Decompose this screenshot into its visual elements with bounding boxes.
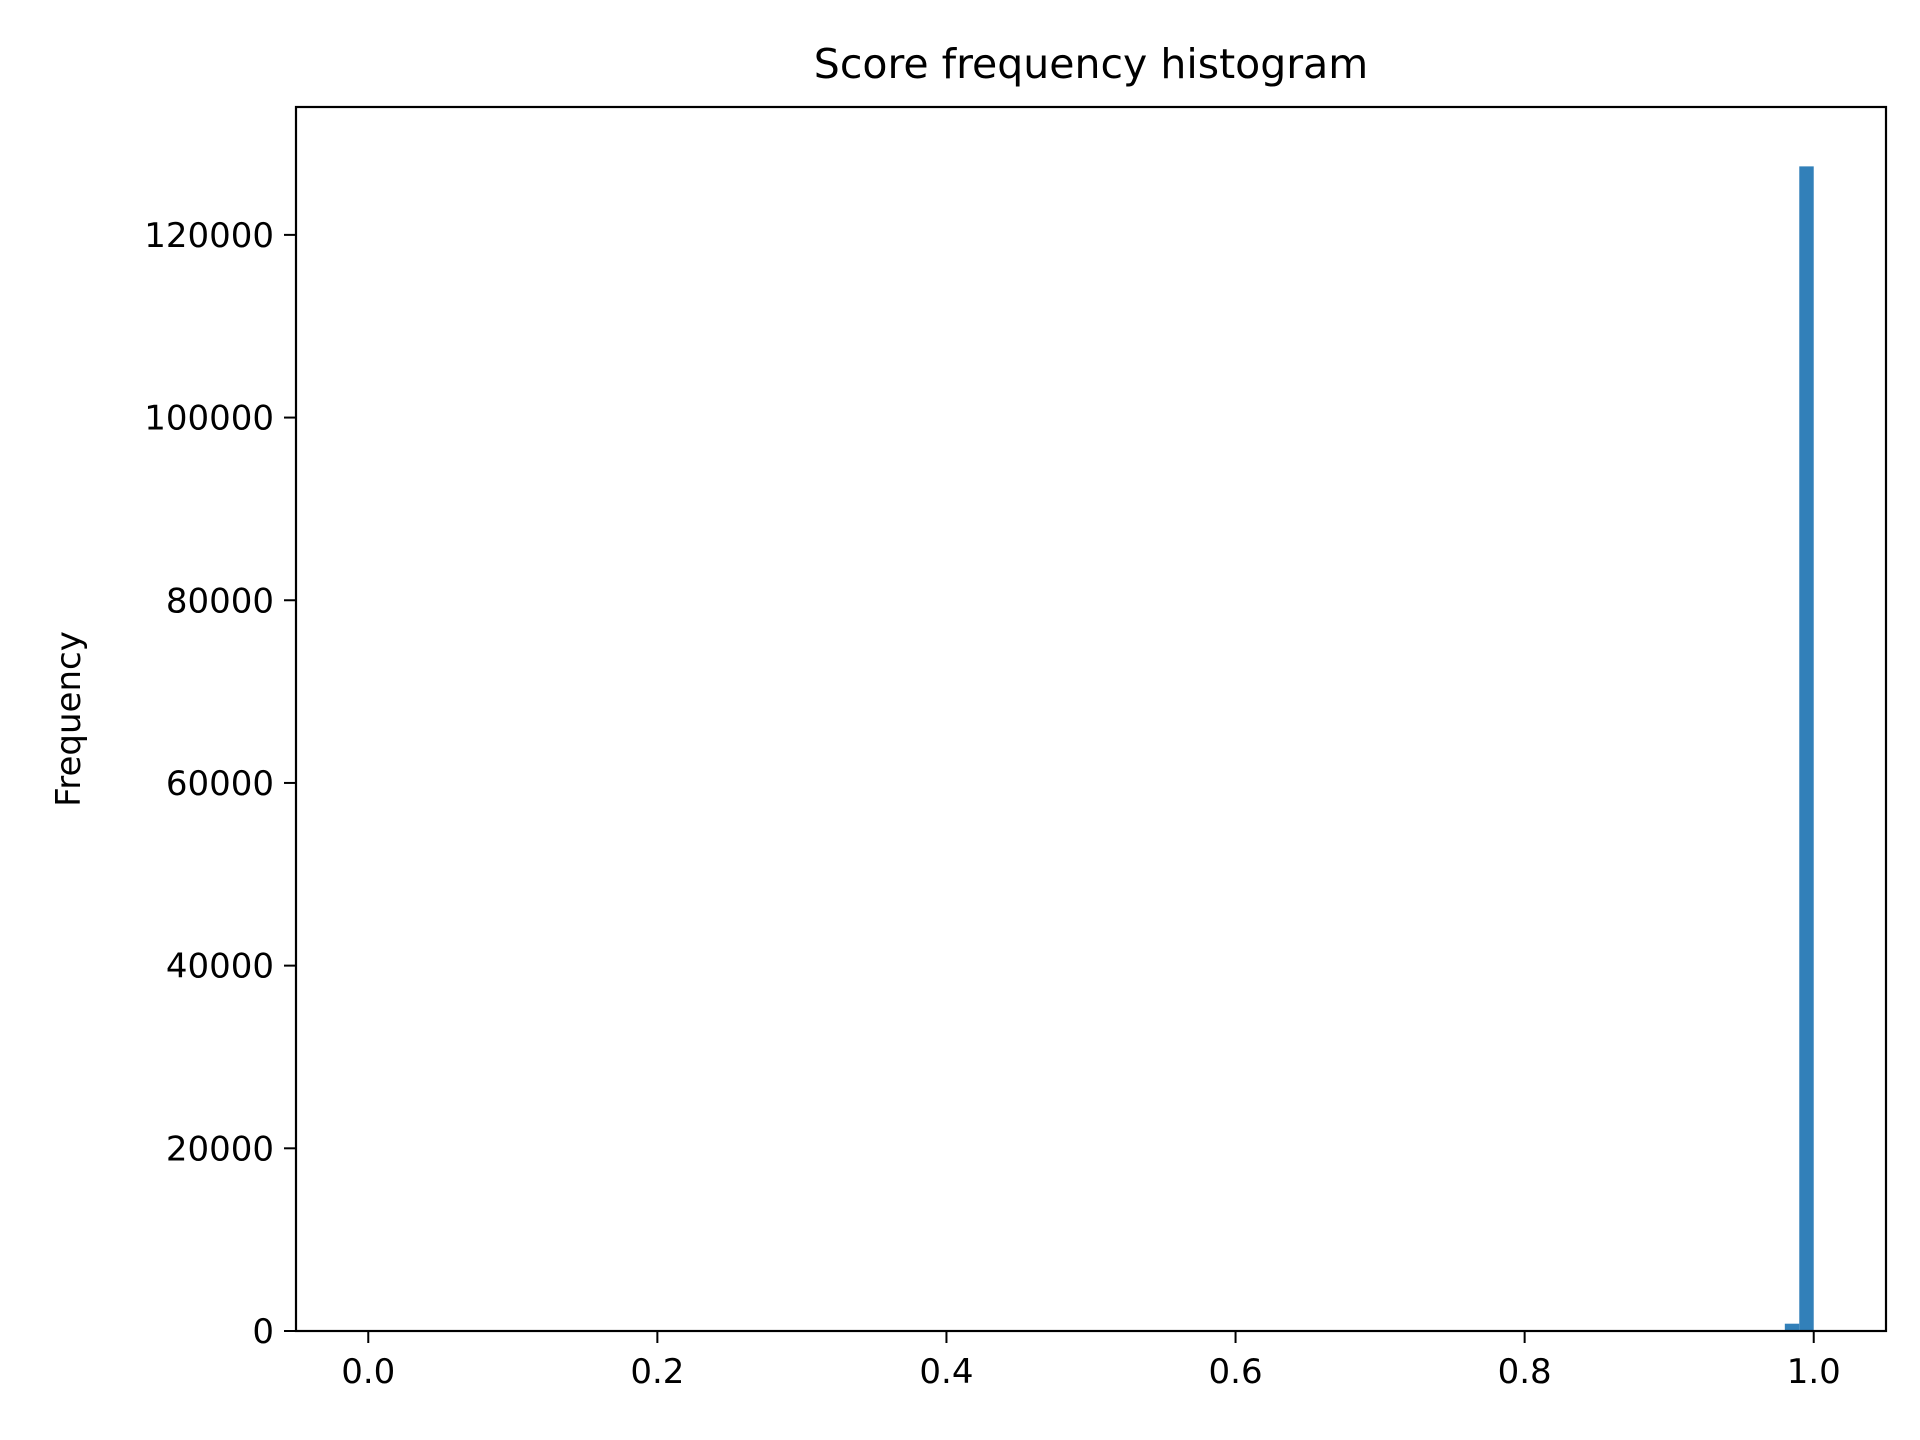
chart-title: Score frequency histogram (814, 40, 1368, 88)
y-axis: 0 20000 40000 60000 80000 100000 120000 (144, 216, 296, 1352)
histogram-bar (1784, 1323, 1800, 1331)
y-tick-label: 60000 (166, 764, 274, 804)
y-tick-label: 0 (252, 1312, 274, 1352)
histogram-bar (1799, 166, 1814, 1331)
x-axis: 0.0 0.2 0.4 0.6 0.8 1.0 (341, 1331, 1841, 1392)
y-tick-label: 20000 (166, 1129, 274, 1169)
x-tick-label: 0.2 (630, 1352, 684, 1392)
y-tick-label: 40000 (166, 947, 274, 987)
x-tick-label: 0.0 (341, 1352, 395, 1392)
plot-frame (294, 105, 1888, 1333)
y-tick-label: 120000 (144, 216, 274, 256)
y-axis-title: Frequency (49, 631, 89, 807)
x-tick-label: 0.8 (1498, 1352, 1552, 1392)
x-tick-label: 0.6 (1209, 1352, 1263, 1392)
y-tick-label: 100000 (144, 399, 274, 439)
x-tick-label: 0.4 (919, 1352, 973, 1392)
bars-group (1784, 166, 1814, 1331)
y-tick-label: 80000 (166, 581, 274, 621)
x-tick-label: 1.0 (1787, 1352, 1841, 1392)
